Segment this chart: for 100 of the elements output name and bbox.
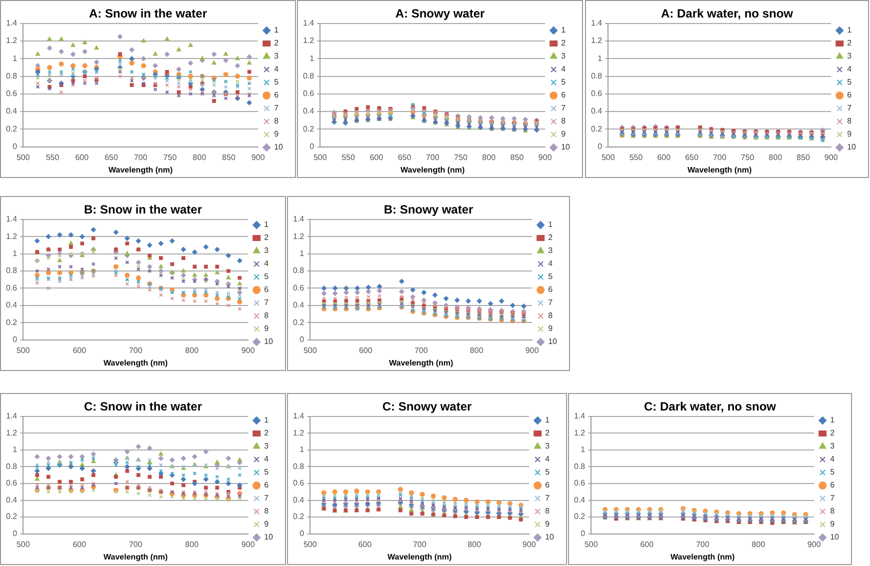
y-tick-label: 1.4 [6, 412, 18, 421]
legend-label: 8 [548, 311, 554, 320]
y-tick-label: 0.6 [292, 478, 305, 488]
x-tick-label: 600 [75, 152, 90, 162]
x-tick-label: 850 [222, 152, 236, 162]
legend-label: 1 [264, 416, 270, 425]
y-tick-label: 1.2 [292, 232, 305, 241]
legend-label: 2 [561, 38, 566, 48]
x-tick-label: 800 [482, 152, 496, 162]
y-tick-label: 0.4 [6, 300, 18, 310]
legend-label: 1 [830, 416, 836, 425]
x-tick-label: 900 [525, 346, 540, 355]
y-tick-label: 0.4 [6, 106, 18, 116]
y-tick-label: 0.6 [590, 89, 603, 98]
legend-label: 5 [264, 272, 270, 282]
legend-label: 1 [264, 220, 270, 230]
legend-label: 7 [274, 104, 280, 113]
legend-label: 7 [830, 494, 836, 503]
legend-label: 8 [264, 506, 270, 516]
y-tick-label: 0.8 [590, 71, 603, 80]
y-tick-label: 0.2 [6, 124, 18, 134]
x-tick-label: 900 [522, 540, 536, 549]
y-tick-label: 0.6 [292, 283, 305, 292]
legend-label: 9 [548, 324, 554, 334]
x-tick-label: 800 [185, 540, 200, 549]
x-tick-label: 550 [342, 152, 356, 162]
x-tick-label: 650 [104, 152, 118, 162]
x-tick-label: 800 [768, 152, 783, 162]
legend-label: 2 [548, 233, 554, 242]
legend-label: 4 [847, 64, 852, 74]
x-tick-label: 900 [538, 152, 552, 162]
y-tick-label: 0 [300, 335, 305, 344]
legend-label: 5 [561, 78, 566, 87]
y-tick-label: 0 [598, 142, 603, 152]
y-tick-label: 1.2 [6, 36, 18, 46]
y-tick-label: 0.4 [590, 106, 603, 116]
x-tick-label: 600 [72, 346, 87, 355]
y-tick-label: 1 [580, 445, 586, 454]
legend-label: 6 [264, 285, 270, 294]
legend-label: 1 [847, 26, 852, 35]
x-tick-label: 800 [468, 540, 482, 549]
y-tick-label: 1.4 [292, 412, 305, 421]
x-tick-label: 700 [128, 346, 143, 355]
legend-label: 4 [264, 454, 270, 464]
legend-label: 10 [847, 142, 857, 152]
legend-label: 10 [545, 532, 555, 542]
legend-label: 6 [847, 90, 852, 100]
legend-label: 6 [561, 90, 566, 100]
chart-title: C: Dark water, no snow [644, 400, 777, 414]
legend-label: 2 [830, 428, 836, 438]
x-tick-label: 500 [16, 152, 30, 162]
legend-label: 3 [264, 246, 270, 256]
legend-label: 3 [548, 246, 554, 256]
y-tick-label: 1 [300, 249, 305, 258]
legend-label: 6 [548, 285, 554, 294]
x-axis-title: Wavelength (nm) [104, 358, 168, 368]
y-tick-label: 0.2 [590, 124, 603, 134]
y-tick-label: 1.4 [6, 18, 18, 28]
legend-label: 8 [561, 116, 566, 126]
legend-label: 9 [847, 130, 852, 139]
legend-label: 3 [274, 52, 280, 61]
chart-title: C: Snowy water [382, 400, 472, 414]
x-tick-label: 900 [241, 346, 256, 355]
legend-label: 3 [847, 52, 852, 61]
y-tick-label: 0 [12, 142, 18, 152]
y-tick-label: 1.2 [292, 428, 305, 438]
x-tick-label: 700 [696, 540, 710, 549]
legend-label: 1 [545, 416, 550, 425]
x-tick-label: 700 [414, 346, 428, 355]
x-tick-label: 700 [128, 540, 143, 549]
y-tick-label: 1.4 [6, 214, 18, 224]
x-tick-label: 550 [629, 152, 644, 162]
x-tick-label: 750 [454, 152, 468, 162]
legend-label: 10 [264, 532, 274, 542]
legend-label: 5 [545, 468, 550, 477]
chart-title: B: Snow in the water [84, 202, 202, 217]
x-tick-label: 550 [46, 152, 60, 162]
x-tick-label: 900 [824, 152, 838, 162]
x-tick-label: 500 [303, 540, 318, 549]
x-tick-label: 650 [685, 152, 699, 162]
x-tick-label: 600 [358, 346, 373, 355]
y-tick-label: 0.6 [6, 283, 18, 292]
x-tick-label: 800 [470, 346, 484, 355]
x-tick-label: 900 [241, 540, 256, 549]
y-tick-label: 0.2 [574, 512, 586, 522]
x-axis-title: Wavelength (nm) [688, 165, 752, 174]
y-tick-label: 0.8 [6, 71, 18, 80]
y-tick-label: 0 [580, 529, 586, 538]
x-tick-label: 700 [134, 152, 148, 162]
x-tick-label: 700 [426, 152, 440, 162]
legend-label: 7 [548, 298, 554, 308]
y-tick-label: 0 [310, 142, 315, 152]
chart-title: C: Snow in the water [84, 400, 202, 414]
x-tick-label: 850 [796, 152, 810, 162]
legend-label: 2 [545, 428, 550, 438]
legend-label: 6 [545, 480, 550, 490]
chart-title: B: Snowy water [384, 202, 474, 217]
legend-label: 9 [264, 520, 270, 529]
legend-label: 5 [830, 468, 836, 477]
x-tick-label: 500 [601, 152, 616, 162]
